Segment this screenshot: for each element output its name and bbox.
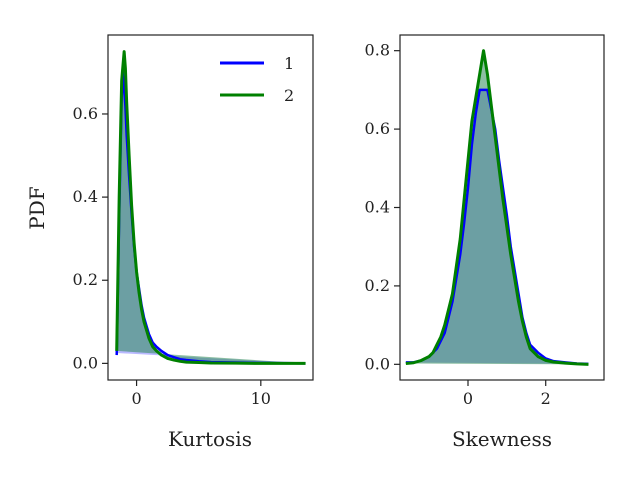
y-tick-label: 0.2 — [365, 276, 390, 295]
kurtosis-x-ticks: 0 10 — [131, 380, 271, 408]
y-tick-label: 0.4 — [365, 198, 390, 217]
kurtosis-x-axis-label: Kurtosis — [168, 427, 252, 451]
legend: 1 2 — [220, 54, 294, 105]
y-tick-label: 0.6 — [365, 119, 390, 138]
skewness-x-axis-label: Skewness — [452, 427, 552, 451]
legend-label-series-2: 2 — [284, 86, 294, 105]
kurtosis-plot-frame — [107, 34, 314, 381]
line-series-2 — [115, 50, 306, 365]
fill-area-series-2 — [116, 51, 306, 364]
x-tick-label: 0 — [131, 389, 141, 408]
skewness-fills — [405, 50, 589, 365]
kurtosis-panel: 0 10 0.0 0.2 0.4 0.6 Kurtosis PDF 1 2 — [25, 34, 314, 451]
y-tick-label: 0.8 — [365, 41, 390, 60]
fill-area-series-2 — [405, 50, 589, 365]
kurtosis-y-ticks: 0.0 0.2 0.4 0.6 — [73, 104, 108, 372]
skewness-lines — [405, 49, 589, 366]
legend-label-series-1: 1 — [284, 54, 294, 73]
y-tick-label: 0.4 — [73, 187, 98, 206]
kurtosis-lines — [115, 50, 306, 365]
skewness-y-ticks: 0.0 0.2 0.4 0.6 0.8 — [365, 41, 400, 373]
y-tick-label: 0.0 — [365, 354, 390, 373]
kurtosis-y-axis-label: PDF — [25, 186, 49, 229]
y-tick-label: 0.6 — [73, 104, 98, 123]
x-tick-label: 0 — [463, 389, 473, 408]
line-series-2 — [405, 49, 589, 366]
kurtosis-fills — [116, 51, 306, 364]
x-tick-label: 2 — [541, 389, 551, 408]
y-tick-label: 0.0 — [73, 353, 98, 372]
x-tick-label: 10 — [251, 389, 271, 408]
y-tick-label: 0.2 — [73, 270, 98, 289]
line-series-1 — [405, 88, 589, 366]
